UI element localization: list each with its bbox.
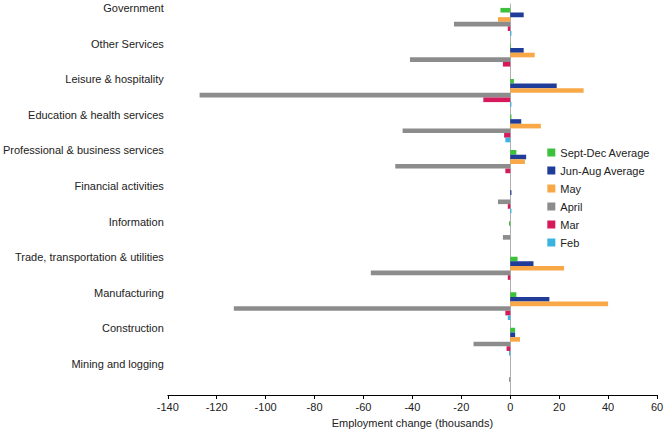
svg-text:-40: -40 <box>404 401 420 413</box>
svg-text:Information: Information <box>109 216 164 228</box>
svg-text:Financial activities: Financial activities <box>75 180 165 192</box>
svg-text:Construction: Construction <box>102 322 164 334</box>
svg-text:Employment change (thousands): Employment change (thousands) <box>332 417 493 429</box>
svg-text:Feb: Feb <box>560 237 579 249</box>
svg-text:Leisure & hospitality: Leisure & hospitality <box>65 73 164 85</box>
svg-text:20: 20 <box>553 401 565 413</box>
svg-text:-60: -60 <box>356 401 372 413</box>
svg-text:-140: -140 <box>157 401 179 413</box>
svg-text:Mining and logging: Mining and logging <box>71 358 163 370</box>
svg-text:April: April <box>560 201 582 213</box>
svg-text:Manufacturing: Manufacturing <box>94 287 164 299</box>
svg-text:May: May <box>560 183 581 195</box>
svg-text:Professional & business servic: Professional & business services <box>3 144 164 156</box>
svg-text:0: 0 <box>507 401 513 413</box>
svg-text:Jun-Aug Average: Jun-Aug Average <box>560 165 644 177</box>
svg-text:Education & health services: Education & health services <box>28 109 164 121</box>
svg-text:-100: -100 <box>255 401 277 413</box>
svg-text:Trade, transportation & utilit: Trade, transportation & utilities <box>15 251 164 263</box>
svg-text:Mar: Mar <box>560 219 579 231</box>
svg-text:60: 60 <box>651 401 663 413</box>
svg-text:Other Services: Other Services <box>91 38 164 50</box>
svg-text:-80: -80 <box>307 401 323 413</box>
svg-text:Government: Government <box>103 2 164 14</box>
svg-text:-120: -120 <box>206 401 228 413</box>
svg-text:40: 40 <box>602 401 614 413</box>
svg-text:-20: -20 <box>453 401 469 413</box>
svg-text:Sept-Dec Average: Sept-Dec Average <box>560 147 649 159</box>
